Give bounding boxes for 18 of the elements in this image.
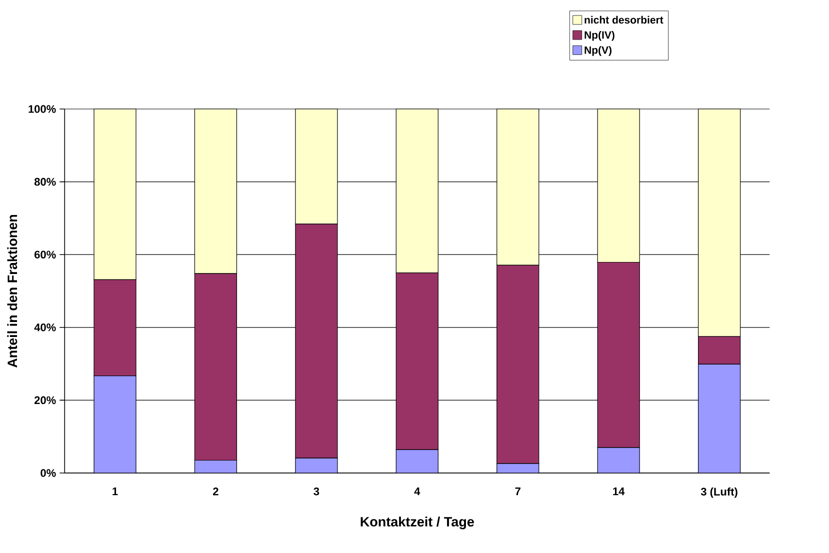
x-tick-label: 3 [314, 488, 320, 496]
y-tick-label: 20% [34, 396, 56, 404]
x-axis-title: Kontaktzeit / Tage [360, 516, 474, 530]
y-tick-label: 60% [34, 250, 56, 258]
x-tick-label: 3 (Luft) [700, 488, 738, 498]
legend-label: Np(V) [584, 46, 612, 56]
x-tick-label: 4 [414, 488, 420, 496]
x-tick-label: 7 [515, 488, 520, 496]
legend-label: Np(IV) [584, 30, 614, 41]
y-tick-label: 80% [34, 178, 56, 186]
legend-label: nicht desorbiert [584, 16, 664, 24]
x-tick-label: 14 [613, 488, 625, 496]
y-tick-label: 100% [28, 105, 56, 113]
x-tick-label: 2 [213, 488, 218, 496]
y-axis-title: Anteil in den Fraktionen [7, 214, 18, 368]
y-tick-label: 0% [40, 469, 56, 477]
x-tick-label: 1 [112, 488, 118, 496]
y-tick-label: 40% [34, 323, 56, 332]
